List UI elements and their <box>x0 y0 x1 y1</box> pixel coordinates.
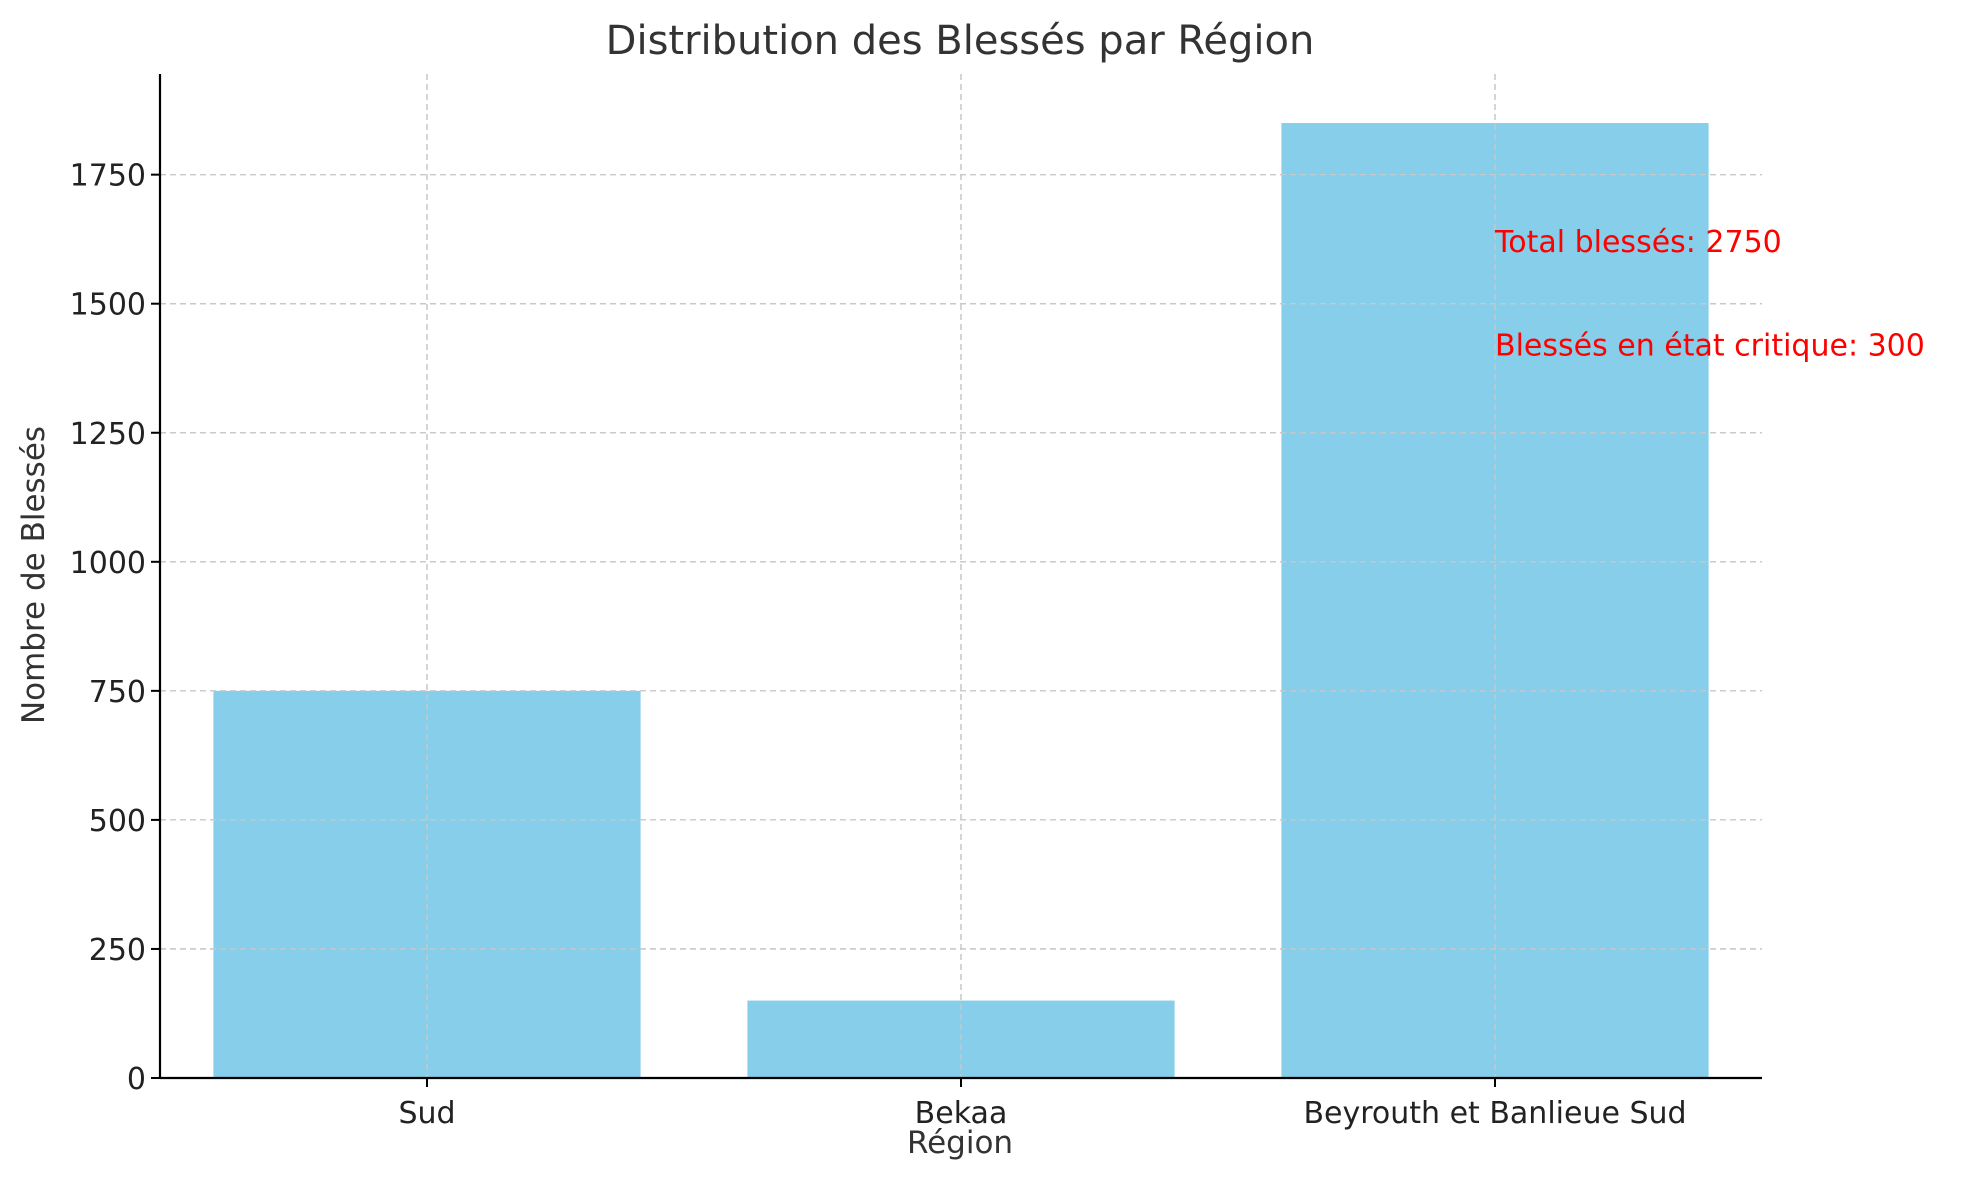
y-tick-label: 1250 <box>70 417 146 452</box>
y-tick-label: 1000 <box>70 546 146 581</box>
axes: 0 250 500 750 1000 1250 1500 1750 Sud Bekaa Beyrou… <box>70 74 1762 1131</box>
y-tick-label: 1500 <box>70 288 146 323</box>
y-tick-label: 0 <box>127 1062 146 1097</box>
y-tick-label: 750 <box>89 675 146 710</box>
annotation-text: Total blessés: 2750 <box>1494 225 1782 260</box>
chart-title: Distribution des Blessés par Région <box>606 18 1315 64</box>
annotations: Total blessés: 2750 Blessés en état criti… <box>1494 225 1925 363</box>
x-tick-label: Sud <box>398 1096 455 1131</box>
y-tick-label: 1750 <box>70 159 146 194</box>
x-tick-label: Bekaa <box>915 1096 1008 1131</box>
x-tick-label: Beyrouth et Banlieue Sud <box>1303 1096 1686 1131</box>
y-tick-label: 250 <box>89 933 146 968</box>
x-axis-label: Région <box>907 1125 1013 1161</box>
bars <box>160 74 1762 1079</box>
annotation-text: Blessés en état critique: 300 <box>1495 328 1925 363</box>
y-tick-label: 500 <box>89 804 146 839</box>
y-axis-label: Nombre de Blessés <box>16 426 52 724</box>
